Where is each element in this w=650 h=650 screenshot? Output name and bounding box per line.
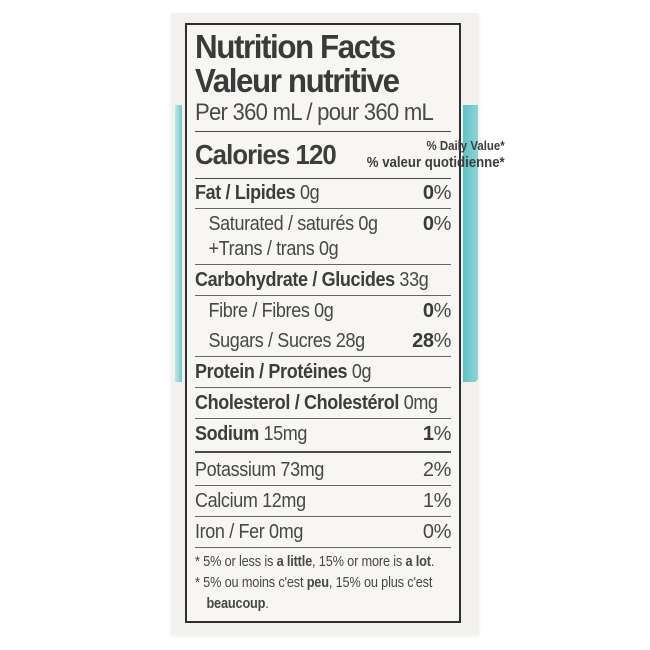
nutrient-row-cholesterol: Cholesterol / Cholestérol 0mg bbox=[195, 387, 451, 418]
nutrient-name: Cholesterol / Cholestérol 0mg bbox=[195, 391, 438, 416]
package-teal-band-right bbox=[463, 105, 478, 382]
percent-number: 0 bbox=[422, 182, 434, 205]
nutrient-name: Iron / Fer 0mg bbox=[195, 520, 400, 545]
percent-sign: % bbox=[433, 520, 452, 543]
nutrient-amount: Iron / Fer 0mg bbox=[195, 520, 303, 543]
nutrient-bold: Carbohydrate / Glucides bbox=[195, 269, 395, 292]
percent-number: 1 bbox=[422, 423, 434, 446]
nutrient-name: Calcium 12mg bbox=[195, 489, 400, 514]
separator-heavy bbox=[195, 451, 451, 453]
footnote-text: , 15% or more is bbox=[312, 553, 406, 570]
calories-number: 120 bbox=[295, 139, 337, 171]
nutrient-row-fibre: Fibre / Fibres 0g 0% bbox=[195, 295, 451, 326]
nutrient-name: Potassium 73mg bbox=[195, 458, 400, 483]
label-title-fr: Valeur nutritive bbox=[195, 62, 400, 99]
nutrient-name: Fat / Lipides 0g bbox=[195, 181, 400, 206]
nutrient-row-sugars: Sugars / Sucres 28g 28% bbox=[195, 326, 452, 356]
percent-number: 2 bbox=[422, 458, 434, 481]
percent-sign: % bbox=[433, 458, 452, 481]
nutrient-row-carbohydrate: Carbohydrate / Glucides 33g bbox=[195, 264, 451, 295]
label-title-en: Nutrition Facts bbox=[195, 28, 396, 65]
nutrient-row-fat: Fat / Lipides 0g 0% bbox=[195, 178, 451, 208]
nutrient-bold: Cholesterol / Cholestérol bbox=[195, 392, 400, 415]
footnote-bold: peu bbox=[306, 574, 329, 591]
daily-value-percent: 1% bbox=[422, 489, 452, 514]
nutrient-amount: Sugars / Sucres 28g bbox=[208, 330, 366, 353]
separator-medium bbox=[195, 177, 451, 179]
saturated-line: Saturated / saturés 0g bbox=[208, 213, 379, 236]
daily-value-header: % Daily Value* % valeur quotidienne* bbox=[366, 138, 505, 172]
nutrient-name: Sugars / Sucres 28g bbox=[195, 329, 390, 354]
nutrient-amount: Calcium 12mg bbox=[195, 489, 306, 512]
percent-number: 0 bbox=[422, 520, 434, 543]
percent-number: 0 bbox=[422, 300, 434, 323]
nutrient-bold: Protein / Protéines bbox=[195, 361, 348, 384]
daily-value-percent: 28% bbox=[412, 329, 451, 354]
nutrient-amount: 15mg bbox=[258, 423, 308, 446]
nutrient-row-sodium: Sodium 15mg 1% bbox=[195, 418, 451, 449]
daily-value-header-en: % Daily Value* bbox=[426, 138, 505, 154]
footnote-bold: beaucoup bbox=[206, 595, 266, 612]
nutrient-amount: 0mg bbox=[399, 392, 438, 415]
percent-sign: % bbox=[433, 213, 452, 236]
daily-value-percent: 0% bbox=[422, 520, 452, 545]
daily-value-percent: 1% bbox=[422, 422, 452, 447]
nutrient-row-saturated-trans: Saturated / saturés 0g +Trans / trans 0g… bbox=[195, 208, 451, 264]
percent-number: 1 bbox=[422, 489, 434, 512]
percent-number: 0 bbox=[422, 213, 434, 236]
footnotes: * 5% or less is a little, 15% or more is… bbox=[195, 548, 451, 615]
separator-thick bbox=[195, 131, 451, 133]
nutrient-bold: Fat / Lipides bbox=[195, 182, 296, 205]
footnote-text: * 5% ou moins c'est bbox=[195, 574, 307, 591]
daily-value-header-fr: % valeur quotidienne* bbox=[366, 154, 505, 172]
nutrient-bold: Sodium bbox=[195, 423, 259, 446]
nutrient-name: Saturated / saturés 0g +Trans / trans 0g bbox=[195, 212, 400, 262]
percent-sign: % bbox=[433, 423, 452, 446]
package-teal-band-left bbox=[175, 105, 182, 382]
calories-row: Calories 120 % Daily Value* % valeur quo… bbox=[195, 132, 505, 177]
nutrient-amount: Potassium 73mg bbox=[195, 458, 325, 481]
footnote-text: , 15% ou plus c'est bbox=[328, 574, 433, 591]
footnote-en: * 5% or less is a little, 15% or more is… bbox=[195, 552, 434, 573]
footnote-text: . bbox=[265, 595, 269, 612]
serving-size: Per 360 mL / pour 360 mL bbox=[195, 99, 434, 126]
daily-value-percent: 0% bbox=[422, 299, 452, 324]
footnote-bold: a lot bbox=[405, 553, 432, 570]
footnote-fr: * 5% ou moins c'est peu, 15% ou plus c'e… bbox=[195, 573, 432, 615]
calories-label: Calories bbox=[195, 139, 290, 171]
nutrient-name: Carbohydrate / Glucides 33g bbox=[195, 268, 429, 293]
nutrient-name: Fibre / Fibres 0g bbox=[195, 299, 400, 324]
nutrient-amount: Fibre / Fibres 0g bbox=[208, 300, 334, 323]
percent-sign: % bbox=[433, 330, 452, 353]
percent-sign: % bbox=[433, 300, 452, 323]
nutrient-name: Sodium 15mg bbox=[195, 422, 400, 447]
daily-value-percent: 0% bbox=[422, 181, 452, 206]
nutrient-row-potassium: Potassium 73mg 2% bbox=[195, 455, 451, 486]
footnote-text: * 5% or less is bbox=[195, 553, 277, 570]
percent-sign: % bbox=[433, 489, 452, 512]
trans-line: +Trans / trans 0g bbox=[208, 238, 339, 261]
footnote-bold: a little bbox=[276, 553, 313, 570]
nutrient-row-iron: Iron / Fer 0mg 0% bbox=[195, 517, 451, 548]
daily-value-percent: 2% bbox=[422, 458, 452, 483]
nutrient-amount: 0g bbox=[295, 182, 320, 205]
daily-value-percent: 0% bbox=[422, 212, 452, 237]
nutrition-facts-label: Nutrition Facts Valeur nutritive Per 360… bbox=[185, 23, 505, 623]
percent-number: 28 bbox=[412, 330, 434, 353]
nutrient-name: Protein / Protéines 0g bbox=[195, 360, 425, 385]
nutrient-amount: 33g bbox=[394, 269, 429, 292]
nutrient-row-calcium: Calcium 12mg 1% bbox=[195, 486, 451, 517]
calories-value: Calories 120 bbox=[195, 139, 337, 171]
percent-sign: % bbox=[433, 182, 452, 205]
nutrient-amount: 0g bbox=[347, 361, 372, 384]
nutrient-row-protein: Protein / Protéines 0g bbox=[195, 356, 451, 387]
footnote-text: . bbox=[430, 553, 435, 570]
